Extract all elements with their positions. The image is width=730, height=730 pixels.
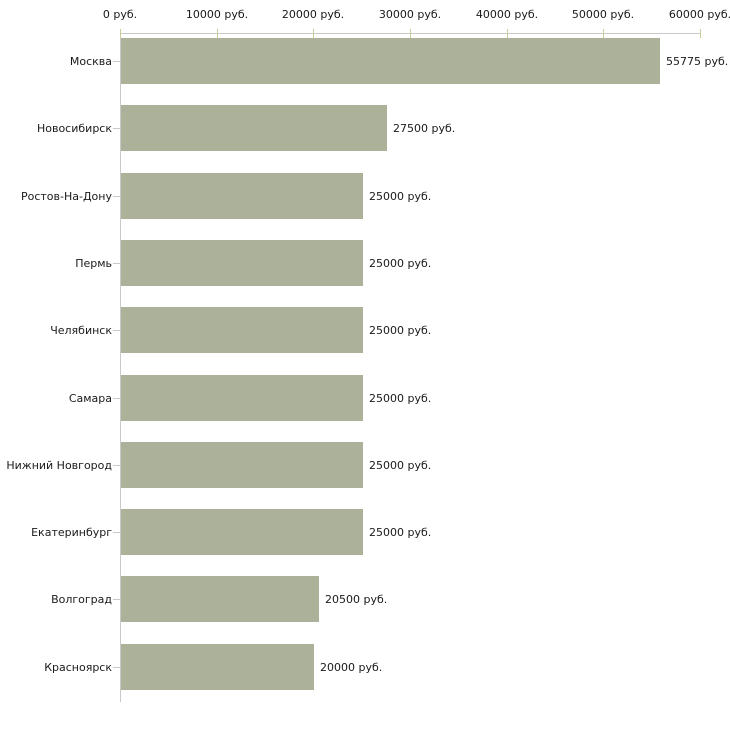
value-label: 20000 руб.: [320, 660, 383, 674]
bar: [121, 307, 363, 353]
x-tick-mark: [313, 29, 314, 38]
bar: [121, 173, 363, 219]
bar: [121, 644, 314, 690]
category-label: Самара: [68, 391, 112, 405]
bar: [121, 375, 363, 421]
x-tick-mark: [700, 29, 701, 38]
bar: [121, 509, 363, 555]
bar-row: Самара 25000 руб.: [0, 375, 730, 421]
value-label: 25000 руб.: [369, 323, 432, 337]
value-label: 25000 руб.: [369, 189, 432, 203]
y-axis-line: [120, 33, 121, 702]
category-label: Новосибирск: [36, 121, 112, 135]
category-label: Челябинск: [50, 323, 112, 337]
bar-row: Москва 55775 руб.: [0, 38, 730, 84]
bar-row: Ростов-На-Дону 25000 руб.: [0, 173, 730, 219]
x-tick-label: 60000 руб.: [668, 8, 730, 21]
bar-row: Новосибирск 27500 руб.: [0, 105, 730, 151]
category-label: Нижний Новгород: [6, 458, 112, 472]
value-label: 20500 руб.: [325, 592, 388, 606]
value-label: 25000 руб.: [369, 525, 432, 539]
value-label: 25000 руб.: [369, 391, 432, 405]
bar-row: Красноярск 20000 руб.: [0, 644, 730, 690]
bar: [121, 240, 363, 286]
category-label: Красноярск: [44, 660, 112, 674]
y-tick-mark: [113, 667, 120, 668]
value-label: 27500 руб.: [393, 121, 456, 135]
y-tick-mark: [113, 398, 120, 399]
bar-row: Пермь 25000 руб.: [0, 240, 730, 286]
y-tick-mark: [113, 196, 120, 197]
x-tick-label: 50000 руб.: [571, 8, 635, 21]
y-tick-mark: [113, 330, 120, 331]
value-label: 25000 руб.: [369, 458, 432, 472]
y-tick-mark: [113, 128, 120, 129]
y-tick-mark: [113, 263, 120, 264]
x-tick-mark: [410, 29, 411, 38]
category-label: Ростов-На-Дону: [20, 189, 112, 203]
bar: [121, 105, 387, 151]
x-tick-mark: [603, 29, 604, 38]
bar-row: Волгоград 20500 руб.: [0, 576, 730, 622]
category-label: Москва: [69, 54, 112, 68]
bar: [121, 576, 319, 622]
category-label: Волгоград: [51, 592, 112, 606]
value-label: 25000 руб.: [369, 256, 432, 270]
x-tick-mark: [507, 29, 508, 38]
x-tick-label: 20000 руб.: [281, 8, 345, 21]
bar-row: Екатеринбург 25000 руб.: [0, 509, 730, 555]
y-tick-mark: [113, 599, 120, 600]
x-tick-mark: [120, 29, 121, 38]
x-tick-mark: [217, 29, 218, 38]
x-tick-label: 0 руб.: [102, 8, 138, 21]
y-tick-mark: [113, 61, 120, 62]
category-label: Екатеринбург: [31, 525, 112, 539]
y-tick-mark: [113, 532, 120, 533]
bar-row: Челябинск 25000 руб.: [0, 307, 730, 353]
x-tick-label: 10000 руб.: [185, 8, 249, 21]
bar: [121, 38, 660, 84]
x-tick-label: 30000 руб.: [378, 8, 442, 21]
value-label: 55775 руб.: [666, 54, 729, 68]
category-label: Пермь: [75, 256, 112, 270]
bar: [121, 442, 363, 488]
x-tick-label: 40000 руб.: [475, 8, 539, 21]
bar-row: Нижний Новгород 25000 руб.: [0, 442, 730, 488]
y-tick-mark: [113, 465, 120, 466]
